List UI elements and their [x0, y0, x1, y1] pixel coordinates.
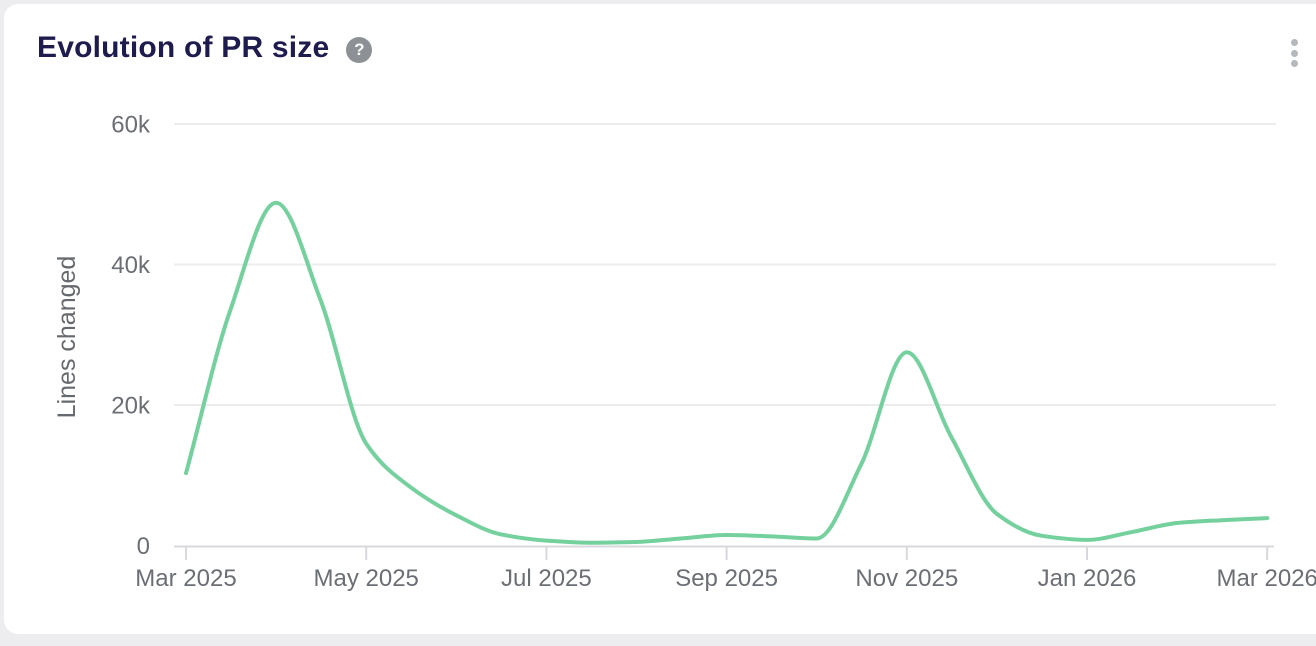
x-tick-label: Mar 2025	[135, 565, 236, 592]
kebab-menu-icon[interactable]	[1288, 37, 1300, 69]
x-tick-label: Nov 2025	[855, 565, 958, 592]
y-axis: 0 20k 40k 60k	[111, 112, 151, 561]
y-tick-label: 20k	[111, 393, 151, 420]
x-tick-label: May 2025	[313, 565, 418, 592]
y-tick-label: 60k	[111, 112, 151, 139]
x-tick-label: Sep 2025	[675, 565, 778, 592]
gridlines	[174, 123, 1276, 406]
chart-title: Evolution of PR size	[37, 31, 330, 64]
help-circle-icon[interactable]: ?	[346, 36, 373, 63]
pr-size-series-line	[184, 200, 1270, 545]
chart-card: Evolution of PR size ? 0 20k 40k 60k Mar 20…	[4, 4, 1316, 634]
x-axis: Mar 2025 May 2025 Jul 2025 Sep 2025 Nov 2025…	[135, 545, 1316, 592]
y-axis-title: Lines changed	[53, 256, 81, 419]
y-tick-label: 0	[137, 533, 150, 560]
x-tick-label: Jan 2026	[1038, 565, 1137, 592]
x-tick-label: Mar 2026	[1217, 565, 1316, 592]
x-tick-label: Jul 2025	[501, 565, 592, 592]
y-tick-label: 40k	[111, 252, 151, 279]
card-header: Evolution of PR size ?	[37, 30, 1276, 66]
line-chart[interactable]: 0 20k 40k 60k Mar 2025 May 2025 Jul 2025 Sep 2…	[4, 4, 1316, 646]
